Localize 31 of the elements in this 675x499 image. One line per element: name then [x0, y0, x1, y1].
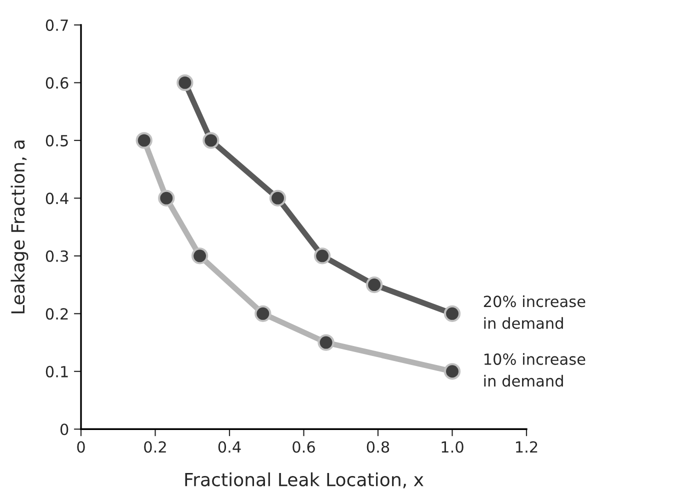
x-axis-title: Fractional Leak Location, x — [185, 472, 424, 488]
y-tick-label: 0 — [60, 424, 68, 436]
point — [191, 248, 208, 264]
x-tick-label: 0.2 — [144, 441, 166, 453]
point — [314, 248, 331, 264]
y-axis-title: Leakage Fraction, a — [10, 140, 28, 314]
x-tick-label: 0.4 — [218, 441, 241, 453]
point — [202, 132, 220, 149]
y-tick-label: 0.1 — [46, 366, 68, 378]
point — [158, 190, 175, 206]
point — [366, 276, 383, 294]
x-tick-label: 0.6 — [292, 441, 315, 453]
y-tick-label: 0.2 — [46, 308, 68, 320]
x-tick-label: 1.2 — [516, 441, 538, 453]
y-tick-label: 0.7 — [46, 19, 68, 31]
series-label: 10% increase in demand — [484, 353, 586, 387]
x-tick-label: 1.0 — [442, 441, 464, 453]
y-tick-label: 0.6 — [46, 77, 68, 89]
x-tick-label: 0.8 — [366, 441, 390, 453]
point — [254, 305, 272, 322]
point — [269, 190, 286, 206]
point — [444, 305, 461, 322]
point — [136, 132, 152, 149]
y-tick-label: 0.3 — [46, 250, 68, 262]
y-tick-label: 0.5 — [46, 134, 68, 146]
point — [318, 334, 334, 351]
point — [176, 74, 194, 92]
y-tick-label: 0.4 — [46, 192, 68, 204]
x-tick-label: 0 — [77, 441, 85, 453]
point — [444, 363, 461, 380]
series-label: 20% increase in demand — [484, 295, 586, 329]
